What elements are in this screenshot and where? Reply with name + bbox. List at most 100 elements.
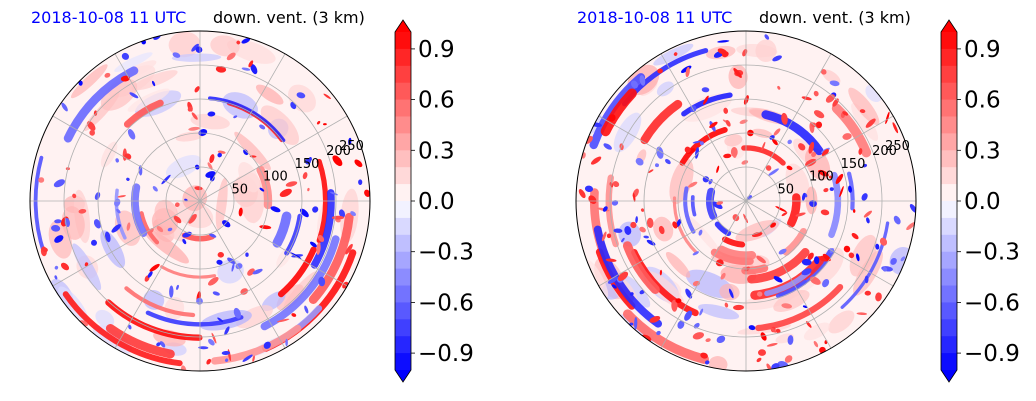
field-blob [728, 64, 748, 89]
field-speckle [226, 52, 236, 61]
field-speckle [161, 174, 171, 185]
field-speckle [259, 124, 266, 130]
field-speckle [208, 338, 215, 346]
field-blob [828, 310, 855, 334]
field-speckle [828, 175, 832, 179]
field-blob [698, 303, 740, 320]
field-speckle [172, 52, 181, 58]
grid-spoke [114, 200, 201, 349]
field-band [208, 96, 286, 143]
field-speckle [621, 237, 625, 243]
field-speckle [751, 231, 763, 238]
field-speckle [671, 299, 678, 312]
field-speckle [694, 147, 700, 159]
field-blob [822, 69, 841, 85]
field-speckle [276, 318, 290, 323]
panel-variable-title: down. vent. (3 km) [213, 8, 365, 27]
field-speckle [240, 288, 249, 295]
field-blob [724, 134, 743, 147]
field-speckle [820, 69, 827, 75]
field-speckle [770, 327, 777, 333]
colorbar-tick-label: 0.3 [418, 138, 455, 164]
field-blob [131, 70, 178, 91]
field-speckle [757, 291, 763, 297]
field-speckle [862, 163, 868, 168]
field-speckle [54, 219, 62, 224]
field-speckle [279, 188, 292, 198]
grid-spoke [745, 53, 832, 202]
field-speckle [243, 149, 249, 156]
colorbar-tick-label: −0.3 [418, 240, 474, 266]
field-speckle [54, 235, 64, 243]
grid-spoke [745, 200, 832, 349]
field-speckle [829, 80, 840, 87]
field-speckle [882, 267, 888, 272]
right-panel: 2018-10-08 11 UTC down. vent. (3 km) 50 1… [546, 0, 1036, 401]
field-speckle [748, 325, 756, 331]
field-band [828, 171, 842, 238]
field-speckle [350, 211, 356, 217]
field-band [33, 155, 46, 255]
field-speckle [54, 265, 59, 270]
colorbar-segment [395, 116, 411, 134]
ring-label: 50 [778, 182, 795, 197]
colorbar-segment [395, 133, 411, 151]
field-speckle [801, 192, 806, 201]
field-speckle [760, 332, 767, 341]
field-band [260, 235, 340, 331]
field-band [755, 284, 844, 332]
colorbar-segment [395, 32, 411, 50]
field-speckle [91, 239, 97, 246]
field-speckle [78, 208, 87, 214]
field-speckle [864, 290, 871, 296]
field-speckle [765, 165, 772, 171]
field-speckle [801, 96, 812, 101]
field-speckle [78, 80, 83, 86]
field-speckle [758, 349, 766, 356]
field-speckle [241, 38, 251, 44]
field-band [105, 299, 203, 341]
field-speckle [764, 34, 770, 40]
field-speckle [720, 272, 726, 280]
field-band [277, 246, 317, 298]
field-speckle [588, 195, 597, 205]
field-speckle [94, 192, 101, 200]
field-speckle [348, 137, 352, 146]
field-speckle [655, 163, 659, 168]
colorbar-segment [395, 353, 411, 371]
field-speckle [182, 238, 187, 245]
ring-label: 100 [263, 170, 288, 185]
field-speckle [856, 253, 860, 262]
field-blob [114, 52, 153, 73]
field-speckle [725, 120, 731, 127]
field-speckle [746, 195, 753, 201]
polar-grid [30, 31, 370, 371]
field-speckle [821, 149, 829, 157]
field-speckle [863, 210, 873, 218]
field-speckle [656, 330, 661, 336]
field-speckle [866, 217, 870, 224]
field-speckle [291, 313, 297, 317]
field-speckle [781, 303, 793, 309]
field-speckle [307, 187, 310, 192]
field-speckle [152, 186, 158, 192]
field-band [62, 291, 183, 367]
colorbar-segment [941, 319, 957, 337]
colorbar-segment [395, 234, 411, 253]
field-speckle [84, 262, 89, 267]
field-speckle [811, 151, 817, 157]
field-speckle [126, 222, 131, 231]
field-speckle [250, 64, 258, 75]
field-speckle [632, 193, 636, 202]
colorbar-segment [395, 319, 411, 337]
field-speckle [684, 146, 691, 153]
field-speckle [241, 67, 251, 71]
field-speckle [217, 152, 222, 158]
field-speckle [822, 253, 831, 262]
field-band [721, 236, 746, 248]
field-speckle [364, 189, 370, 197]
field-blob [665, 251, 691, 278]
field-speckle [270, 206, 281, 213]
colorbar-segment [941, 285, 957, 303]
field-blob [653, 43, 694, 66]
